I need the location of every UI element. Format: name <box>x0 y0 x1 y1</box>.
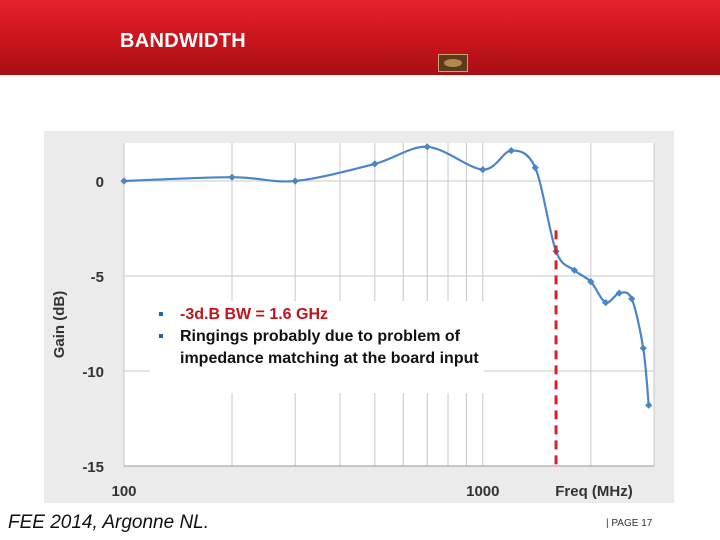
data-point <box>587 278 595 286</box>
institution-logo-icon <box>438 54 468 72</box>
y-tick-label: -10 <box>82 364 104 381</box>
data-point <box>371 160 379 168</box>
page-title: BANDWIDTH <box>120 30 247 52</box>
data-point <box>228 173 236 181</box>
y-tick-label: -15 <box>82 459 104 476</box>
chart-series <box>120 143 653 466</box>
data-point <box>628 295 636 303</box>
chart-labels: 0 -5 -10 -15 100 1000 Freq (MHz) Gain (dB) <box>51 174 633 500</box>
data-point <box>570 266 578 274</box>
page-number: | PAGE 17 <box>606 518 653 529</box>
data-point <box>531 164 539 172</box>
series-line <box>123 145 650 406</box>
data-point <box>120 177 128 185</box>
data-point <box>479 166 487 174</box>
x-tick-label: 1000 <box>466 483 499 500</box>
data-point <box>507 147 515 155</box>
bandwidth-note-box: -3d.B BW = 1.6 GHz Ringings probably due… <box>150 301 484 393</box>
note-item-ringings: Ringings probably due to problem of impe… <box>158 326 484 370</box>
data-point <box>639 344 647 352</box>
header-bar: BANDWIDTH <box>0 0 720 75</box>
data-point <box>291 177 299 185</box>
x-axis-label: Freq (MHz) <box>555 483 633 500</box>
note-list: -3d.B BW = 1.6 GHz Ringings probably due… <box>150 301 484 370</box>
conference-footer: FEE 2014, Argonne NL. <box>8 512 210 533</box>
data-point <box>645 401 653 409</box>
y-axis-label: Gain (dB) <box>51 291 68 359</box>
note-item-bandwidth: -3d.B BW = 1.6 GHz <box>158 304 484 326</box>
y-tick-label: 0 <box>96 174 104 191</box>
y-tick-label: -5 <box>91 269 104 286</box>
x-tick-label: 100 <box>111 483 136 500</box>
data-point <box>423 143 431 151</box>
